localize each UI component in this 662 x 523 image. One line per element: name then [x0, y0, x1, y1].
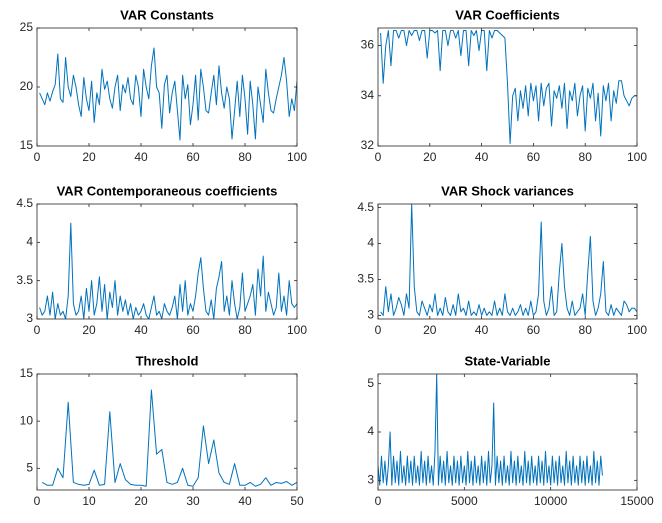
x-tick-label: 80: [238, 150, 252, 164]
y-tick-label: 3: [367, 473, 374, 487]
subplot-title: VAR Contemporaneous coefficients: [57, 183, 278, 198]
axes-background: [37, 204, 297, 319]
x-tick-label: 40: [134, 150, 148, 164]
x-tick-label: 60: [527, 323, 541, 337]
x-tick-label: 20: [82, 150, 96, 164]
y-tick-label: 4: [26, 235, 33, 249]
y-tick-label: 5: [367, 376, 374, 390]
x-tick-label: 60: [527, 150, 541, 164]
data-line: [380, 204, 637, 316]
axes-box: [377, 203, 638, 320]
x-tick-label: 100: [287, 150, 307, 164]
y-tick-label: 4.5: [16, 196, 33, 210]
plot-area: [39, 222, 297, 319]
x-tick-label: 40: [475, 323, 489, 337]
x-tick-label: 80: [579, 150, 593, 164]
y-tick-label: 20: [20, 79, 34, 93]
x-tick-label: 20: [423, 323, 437, 337]
y-tick-label: 34: [361, 88, 375, 102]
axes-box: [36, 373, 298, 491]
x-tick-label: 20: [134, 494, 148, 508]
y-tick-label: 4: [367, 424, 374, 438]
subplot: 0 10 20 30 40 50 5 10 15 Threshold: [20, 353, 304, 508]
x-tick-label: 20: [82, 323, 96, 337]
y-tick-label: 15: [20, 366, 34, 380]
x-tick-label: 30: [186, 494, 200, 508]
y-tick-label: 15: [20, 138, 34, 152]
subplot-title: Threshold: [136, 353, 199, 368]
subplot: 0 20 40 60 80 100 3 3.5 4 4.5 VAR Contemporaneous …: [16, 183, 307, 337]
x-tick-label: 0: [375, 323, 382, 337]
x-tick-label: 40: [134, 323, 148, 337]
plot-area: [41, 389, 297, 487]
y-tick-label: 36: [361, 38, 375, 52]
x-tick-label: 50: [290, 494, 304, 508]
x-tick-label: 0: [34, 494, 41, 508]
y-tick-label: 4: [367, 236, 374, 250]
x-tick-label: 80: [579, 323, 593, 337]
subplot-title: VAR Shock variances: [441, 183, 574, 198]
x-tick-label: 15000: [620, 494, 654, 508]
x-tick-label: 10: [82, 494, 96, 508]
subplot-title: VAR Constants: [120, 7, 214, 22]
x-tick-label: 0: [34, 323, 41, 337]
y-tick-label: 5: [26, 460, 33, 474]
x-tick-label: 40: [475, 150, 489, 164]
x-tick-label: 0: [34, 150, 41, 164]
axes-box: [377, 27, 638, 147]
y-tick-label: 3: [26, 311, 33, 325]
subplot: 0 5000 10000 15000 3 4 5 State-Variable: [367, 353, 654, 508]
x-tick-label: 20: [423, 150, 437, 164]
x-tick-label: 60: [186, 323, 200, 337]
y-tick-label: 32: [361, 138, 375, 152]
data-line: [41, 389, 297, 487]
plot-area: [378, 374, 603, 486]
y-tick-label: 4.5: [357, 200, 374, 214]
data-line: [378, 374, 603, 486]
x-tick-label: 0: [375, 494, 382, 508]
x-tick-label: 0: [375, 150, 382, 164]
x-tick-label: 10000: [534, 494, 568, 508]
axes-box: [36, 203, 298, 320]
plot-area: [39, 47, 297, 141]
axes-background: [378, 204, 637, 319]
x-tick-label: 40: [238, 494, 252, 508]
data-line: [380, 30, 637, 144]
y-tick-label: 25: [20, 20, 34, 34]
x-tick-label: 60: [186, 150, 200, 164]
x-tick-label: 100: [287, 323, 307, 337]
data-line: [39, 47, 297, 141]
subplot-title: VAR Coefficients: [455, 7, 560, 22]
y-tick-label: 3: [367, 308, 374, 322]
plot-area: [380, 204, 637, 316]
y-tick-label: 3.5: [357, 272, 374, 286]
subplot: 0 20 40 60 80 100 3 3.5 4 4.5 VAR Shock variances: [357, 183, 647, 337]
subplot: 0 20 40 60 80 100 32 34 36 VAR Coefficients: [361, 7, 648, 164]
axes-background: [37, 28, 297, 146]
x-tick-label: 5000: [451, 494, 478, 508]
x-tick-label: 100: [627, 150, 647, 164]
y-tick-label: 10: [20, 413, 34, 427]
x-tick-label: 80: [238, 323, 252, 337]
y-tick-label: 3.5: [16, 273, 33, 287]
x-tick-label: 100: [627, 323, 647, 337]
plot-area: [380, 30, 637, 144]
subplot-title: State-Variable: [465, 353, 551, 368]
axes-background: [37, 374, 297, 490]
subplot: 0 20 40 60 80 100 15 20 25 VAR Constants: [20, 7, 308, 164]
data-line: [39, 222, 297, 319]
